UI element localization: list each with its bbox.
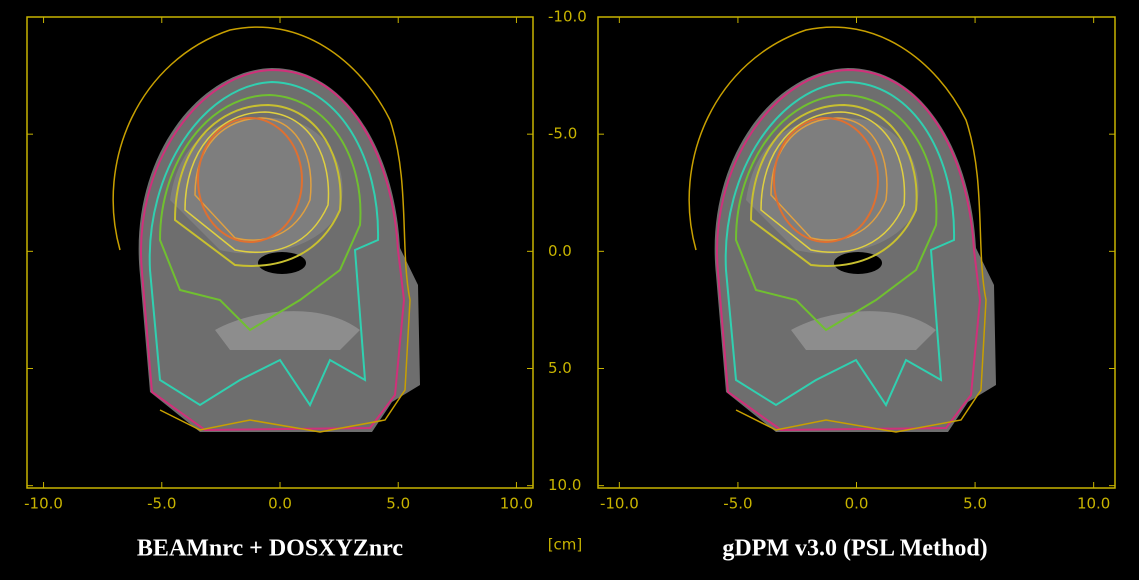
y-tick-label: -5.0	[548, 125, 577, 143]
y-tick-label: 10.0	[548, 476, 581, 494]
x-tick-label: -10.0	[24, 495, 63, 513]
panel-title: gDPM v3.0 (PSL Method)	[722, 536, 987, 562]
y-tick-label: -10.0	[548, 8, 587, 26]
y-tick-label: 0.0	[548, 242, 572, 260]
x-tick-label: 10.0	[1077, 495, 1110, 513]
x-tick-label: -10.0	[600, 495, 639, 513]
x-tick-label: 10.0	[500, 495, 533, 513]
x-tick-label: 0.0	[845, 495, 869, 513]
x-tick-label: 5.0	[963, 495, 987, 513]
x-tick-label: 0.0	[268, 495, 292, 513]
y-tick-label: 5.0	[548, 359, 572, 377]
x-tick-label: -5.0	[147, 495, 176, 513]
unit-label: [cm]	[548, 536, 583, 554]
panel-title: BEAMnrc + DOSXYZnrc	[137, 536, 403, 562]
x-tick-label: -5.0	[723, 495, 752, 513]
x-tick-label: 5.0	[386, 495, 410, 513]
